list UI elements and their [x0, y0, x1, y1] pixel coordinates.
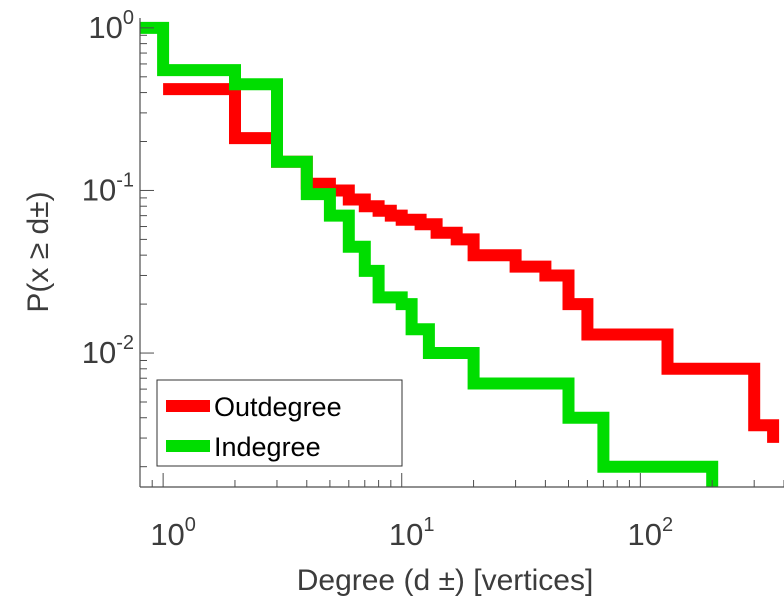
y-tick-label-1: 10-1 [82, 169, 134, 207]
legend-label-outdegree: Outdegree [214, 392, 342, 422]
y-tick-label-1-exponent: -1 [116, 169, 134, 191]
x-tick-label-0-exponent: 0 [185, 514, 196, 536]
series-line-indegree [140, 21, 719, 487]
x-tick-label-2-base: 10 [628, 517, 662, 552]
x-tick-label-2: 102 [628, 514, 674, 552]
y-axis-label: P(x ≥ d±) [22, 191, 55, 312]
y-tick-label-0: 100 [88, 7, 134, 45]
y-tick-label-2-exponent: -2 [116, 332, 134, 354]
y-tick-label-0-exponent: 0 [123, 7, 134, 29]
x-tick-label-1-base: 10 [389, 517, 423, 552]
x-tick-label-0-base: 10 [150, 517, 184, 552]
x-tick-label-2-exponent: 2 [662, 514, 673, 536]
y-tick-label-2-base: 10 [82, 335, 116, 370]
series-group [140, 21, 780, 487]
y-tick-label-1-base: 10 [82, 172, 116, 207]
x-tick-label-1: 101 [389, 514, 435, 552]
x-axis-label: Degree (d ±) [vertices] [297, 564, 594, 597]
legend-label-indegree: Indegree [214, 432, 321, 462]
legend: Outdegree Indegree [156, 379, 403, 467]
series-line-outdegree [163, 83, 780, 443]
x-tick-label-0: 100 [150, 514, 196, 552]
x-tick-label-1-exponent: 1 [423, 514, 434, 536]
y-tick-label-0-base: 10 [88, 10, 122, 45]
y-tick-label-2: 10-2 [82, 332, 134, 370]
